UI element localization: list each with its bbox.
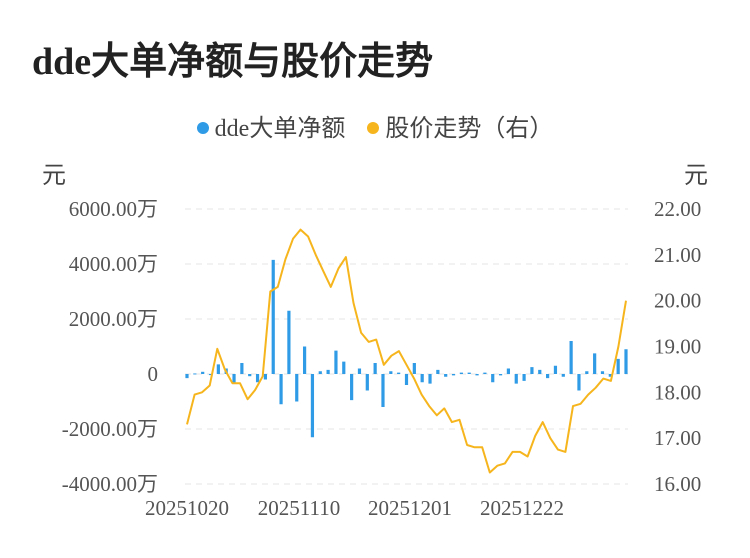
dde-bar (569, 341, 573, 374)
dde-bar (271, 259, 275, 374)
dde-bar (491, 374, 495, 383)
dde-bar (514, 374, 518, 384)
right-tick-label: 21.00 (654, 243, 701, 267)
legend-label-dde: dde大单净额 (214, 116, 346, 142)
right-tick-label: 20.00 (654, 289, 701, 313)
right-tick-label: 16.00 (654, 472, 701, 496)
dde-bar (585, 371, 589, 374)
x-tick-label: 20251222 (480, 496, 564, 520)
dde-bar (318, 371, 322, 374)
chart-legend: dde大单净额 股价走势（右） (0, 108, 750, 143)
dde-bar (553, 365, 558, 374)
dde-bar (216, 364, 220, 374)
dde-bar (600, 371, 605, 374)
dde-bar (451, 374, 456, 376)
dde-bar (302, 346, 307, 374)
x-tick-label: 20251201 (368, 496, 452, 520)
price-line-group (186, 228, 627, 474)
legend-label-price: 股价走势（右） (385, 116, 554, 142)
left-tick-label: -4000.00万 (62, 472, 158, 496)
dde-bar (624, 349, 628, 374)
dde-bar (530, 367, 534, 374)
legend-dot-price (367, 122, 380, 135)
dde-bar (483, 372, 487, 374)
dde-bar (365, 374, 369, 391)
legend-item-dde[interactable]: dde大单净额 (196, 108, 346, 143)
legend-dot-dde (196, 122, 209, 135)
dde-bar (593, 353, 597, 374)
dde-bar (381, 374, 385, 407)
dde-bar (287, 310, 291, 374)
dde-bar (232, 374, 236, 384)
dde-bar (404, 374, 409, 385)
dde-bar (577, 374, 581, 391)
left-axis-ticks: 6000.00万 4000.00万 2000.00万 0 -2000.00万 -4000.… (62, 197, 158, 496)
dde-bar (389, 371, 393, 374)
x-tick-label: 20251020 (145, 496, 229, 520)
dde-bar (397, 372, 401, 374)
right-tick-label: 17.00 (654, 426, 701, 450)
x-axis-ticks: 20251020 20251110 20251201 20251222 (145, 496, 564, 520)
dde-bar (412, 363, 416, 374)
legend-item-price[interactable]: 股价走势（右） (367, 108, 553, 143)
dde-bar (295, 374, 299, 402)
chart-title: dde大单净额与股价走势 (32, 41, 434, 83)
dde-bar (240, 363, 244, 374)
dde-bar (334, 350, 338, 374)
dde-bar (475, 374, 479, 376)
left-axis-unit: 元 (42, 163, 66, 189)
dde-bar (350, 374, 354, 401)
dde-bar (420, 374, 424, 383)
right-tick-label: 19.00 (654, 335, 701, 359)
dde-bar (444, 374, 448, 377)
dde-bar (467, 372, 471, 374)
right-axis-unit: 元 (684, 163, 708, 189)
dde-bar (263, 374, 267, 380)
grid-lines (185, 208, 628, 485)
dde-bar (248, 374, 252, 377)
dde-bar (279, 374, 283, 405)
dde-bar (546, 374, 550, 379)
dde-bar (193, 373, 197, 375)
left-tick-label: 2000.00万 (69, 307, 158, 331)
right-axis-ticks: 22.00 21.00 20.00 19.00 18.00 17.00 16.00 (654, 197, 701, 496)
dde-bar (538, 369, 542, 374)
right-tick-label: 18.00 (654, 380, 701, 404)
left-tick-label: 0 (148, 362, 159, 386)
dde-bar (522, 374, 526, 381)
dde-bar (208, 374, 213, 376)
dde-bar (459, 372, 463, 374)
dde-bar (255, 374, 260, 383)
dde-bar (310, 374, 315, 438)
dde-bar (506, 368, 511, 374)
dde-bar (357, 368, 362, 374)
dde-bar (608, 374, 612, 377)
left-tick-label: 4000.00万 (69, 252, 158, 276)
dde-bar (561, 374, 565, 377)
left-tick-label: 6000.00万 (69, 197, 158, 221)
left-tick-label: -2000.00万 (62, 417, 158, 441)
dde-bar (428, 374, 432, 384)
dde-bar (436, 369, 440, 374)
dde-bar (201, 371, 205, 374)
dde-bars (185, 259, 628, 438)
dde-bar (616, 358, 620, 374)
dde-bar (326, 369, 330, 374)
dde-bar (498, 374, 503, 376)
dde-bar (342, 361, 346, 374)
x-tick-label: 20251110 (258, 496, 340, 520)
price-line (186, 228, 627, 474)
dde-bar (373, 363, 377, 374)
right-tick-label: 22.00 (654, 197, 701, 221)
dde-bar (185, 374, 189, 379)
